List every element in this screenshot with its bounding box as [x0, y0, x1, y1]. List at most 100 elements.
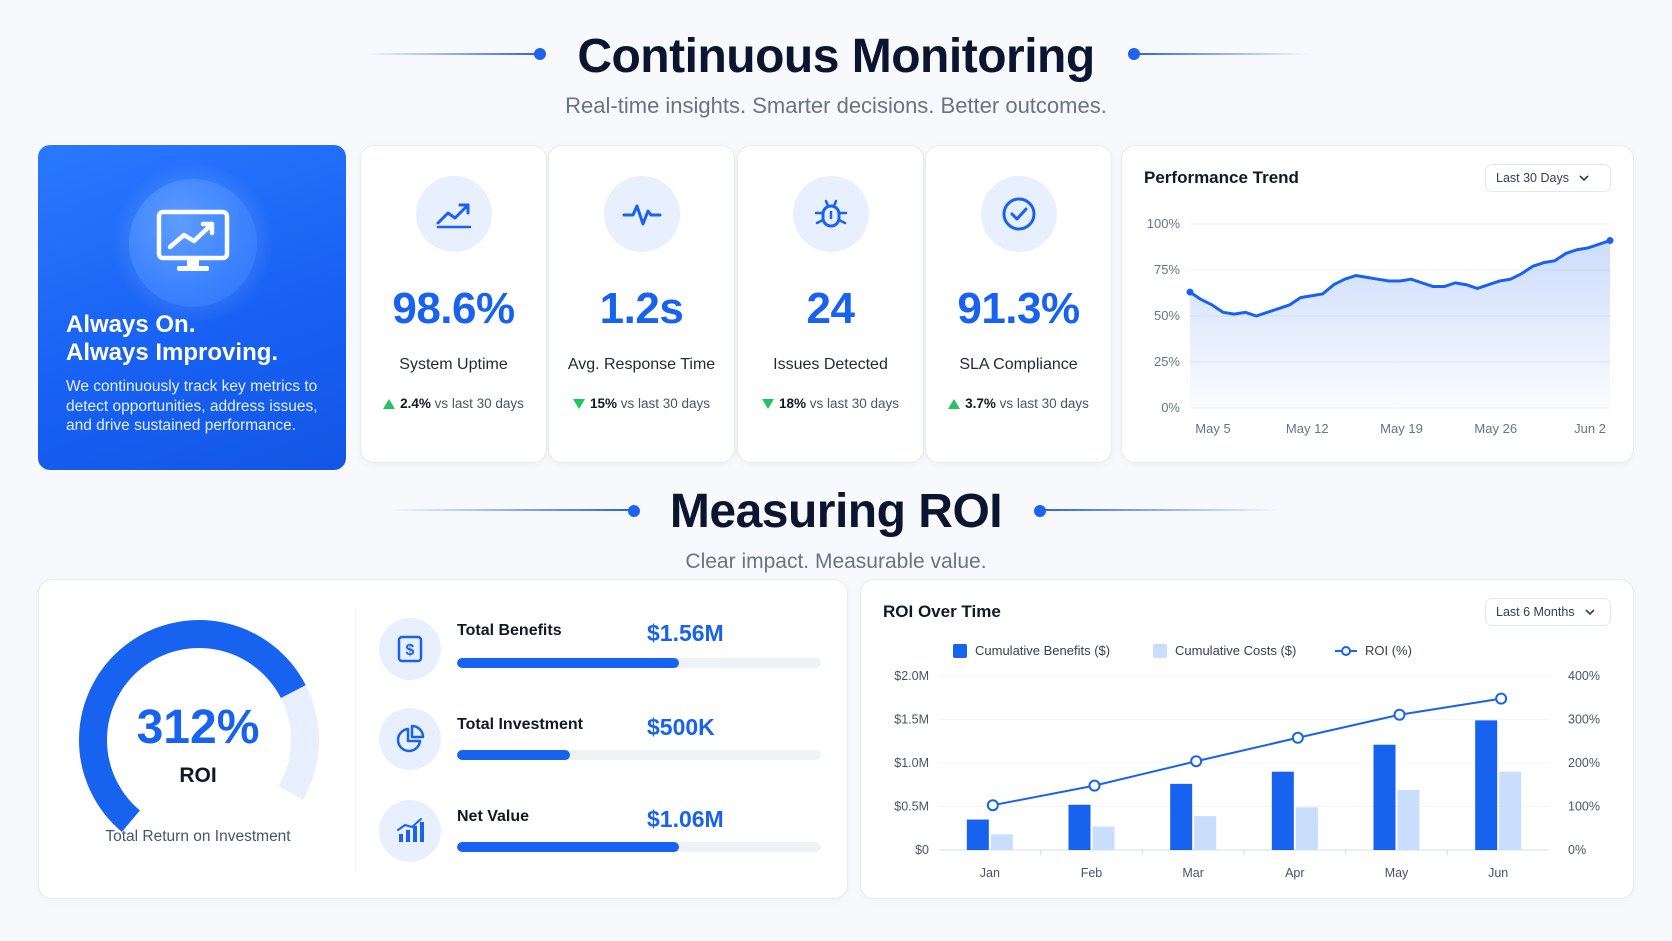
- arrow-down-icon: [761, 399, 774, 409]
- trend-start-point: [1186, 288, 1194, 296]
- roi-point: [1190, 755, 1203, 768]
- gauge-label: ROI: [179, 764, 217, 787]
- metric-value: $1.56M: [647, 620, 724, 646]
- roi-title: Measuring ROI: [669, 485, 1003, 538]
- hero-body: We continuously track key metrics to det…: [66, 378, 318, 434]
- y-left-tick-label: $2.0M: [894, 669, 929, 683]
- kpi-change: 2.4% vs last 30 days: [361, 396, 546, 411]
- kpi-value: 98.6%: [392, 284, 515, 333]
- kpi-change-value: 15%: [589, 396, 617, 411]
- pie-chart-icon: [379, 708, 441, 770]
- gauge-fill: [79, 620, 306, 832]
- bar-costs: [1397, 789, 1420, 850]
- monitor-chart-icon: [129, 179, 257, 307]
- arrow-down-icon: [572, 399, 585, 409]
- kpi-change-value: 3.7%: [965, 396, 996, 411]
- roi-over-time-panel: ROI Over Time Last 6 Months Cumulative B…: [860, 579, 1634, 899]
- roi-header-decor-dot-left: [628, 505, 640, 517]
- roi-point: [986, 799, 999, 812]
- metric-value: $500K: [647, 714, 715, 740]
- bug-icon: [793, 176, 869, 252]
- legend-swatch: [1153, 643, 1167, 658]
- bar-benefits: [1475, 720, 1498, 850]
- header-decor-dot-left: [534, 48, 546, 60]
- roi-point: [1088, 779, 1101, 792]
- kpi-card-response-time: 1.2s Avg. Response Time 15% vs last 30 d…: [548, 145, 735, 463]
- y-tick-label: 75%: [1154, 262, 1180, 277]
- hero-heading-line1: Always On.: [66, 311, 196, 338]
- trend-line: [1189, 239, 1611, 318]
- hero-card: Always On. Always Improving. We continuo…: [38, 145, 346, 470]
- x-tick-label: May 12: [1286, 421, 1329, 436]
- y-right-tick-label: 400%: [1568, 669, 1600, 683]
- y-tick-label: 0%: [1161, 400, 1180, 415]
- check-circle-icon: [981, 176, 1057, 252]
- kpi-change-value: 18%: [778, 396, 806, 411]
- svg-text:$: $: [406, 642, 415, 659]
- panel-divider: [355, 608, 356, 870]
- arrow-up-icon: [383, 399, 396, 409]
- kpi-change-suffix: vs last 30 days: [999, 396, 1089, 411]
- roi-over-time-title: ROI Over Time: [883, 602, 1001, 621]
- kpi-change: 18% vs last 30 days: [738, 396, 923, 411]
- monitoring-title: Continuous Monitoring: [577, 30, 1095, 83]
- performance-trend-panel: Performance Trend Last 30 Days 0% 25% 50% 7…: [1121, 145, 1634, 463]
- bar-benefits: [1170, 783, 1193, 850]
- bar-costs: [1499, 771, 1522, 850]
- metric-name: Net Value: [457, 808, 530, 825]
- kpi-card-uptime: 98.6% System Uptime 2.4% vs last 30 days: [360, 145, 547, 463]
- performance-range-value: Last 30 Days: [1496, 171, 1569, 185]
- bar-costs: [1295, 807, 1318, 850]
- performance-trend-chart: 0% 25% 50% 75% 100% May 5 May 12 May 19 May 26 Ju…: [1147, 216, 1614, 436]
- pulse-icon: [604, 176, 680, 252]
- y-right-tick-label: 300%: [1568, 713, 1600, 727]
- roi-range-select[interactable]: Last 6 Months: [1485, 598, 1611, 626]
- x-tick-label: Jun: [1488, 866, 1508, 880]
- roi-header-decor-line-left: [390, 509, 630, 511]
- metric-bar-track: [457, 842, 821, 852]
- kpi-change-suffix: vs last 30 days: [809, 396, 900, 411]
- bar-costs: [1194, 816, 1217, 850]
- x-tick-label: May: [1385, 866, 1409, 880]
- roi-header: Measuring ROI Clear impact. Measurable v…: [0, 488, 1672, 574]
- y-left-tick-label: $0.5M: [894, 800, 929, 814]
- y-left-tick-label: $1.5M: [894, 713, 929, 727]
- roi-gauge: [79, 620, 319, 832]
- kpi-label: SLA Compliance: [959, 356, 1078, 373]
- roi-summary-panel: $ Total Benefits $1.56M Total Investment…: [38, 579, 848, 899]
- y-tick-label: 25%: [1154, 354, 1180, 369]
- x-tick-label: Apr: [1285, 866, 1304, 880]
- x-tick-label: May 5: [1195, 421, 1230, 436]
- y-left-tick-label: $1.0M: [894, 756, 929, 770]
- performance-range-select[interactable]: Last 30 Days: [1485, 164, 1611, 192]
- legend-label: ROI (%): [1365, 643, 1412, 658]
- hero-heading: Always On. Always Improving.: [66, 311, 278, 367]
- kpi-change: 3.7% vs last 30 days: [926, 396, 1111, 411]
- arrow-up-icon: [948, 399, 961, 409]
- legend-item-costs: Cumulative Costs ($): [1153, 643, 1296, 658]
- metric-bar-fill: [457, 658, 680, 668]
- roi-header-decor-line-right: [1040, 509, 1280, 511]
- kpi-value: 1.2s: [599, 284, 684, 333]
- metric-name: Total Investment: [457, 716, 583, 733]
- bar-benefits: [1373, 744, 1396, 850]
- legend-item-benefits: Cumulative Benefits ($): [953, 643, 1110, 658]
- header-decor-line-right: [1134, 53, 1309, 55]
- legend-label: Cumulative Benefits ($): [975, 643, 1111, 658]
- gauge-caption: Total Return on Investment: [105, 828, 291, 845]
- metric-bar-fill: [457, 842, 680, 852]
- trend-end-point: [1606, 237, 1614, 245]
- y-tick-label: 50%: [1154, 308, 1180, 323]
- roi-point: [1495, 692, 1508, 705]
- chevron-down-icon: [1579, 175, 1589, 181]
- trend-up-icon: [416, 176, 492, 252]
- gauge-value: 312%: [136, 701, 260, 754]
- roi-line: [992, 697, 1502, 807]
- bar-benefits: [966, 819, 989, 850]
- y-right-tick-label: 0%: [1568, 843, 1586, 857]
- metric-bar-track: [457, 658, 821, 668]
- y-left-tick-label: $0: [915, 843, 929, 857]
- legend-label: Cumulative Costs ($): [1175, 643, 1297, 658]
- bar-growth-icon: [379, 800, 441, 862]
- kpi-value: 24: [806, 284, 855, 333]
